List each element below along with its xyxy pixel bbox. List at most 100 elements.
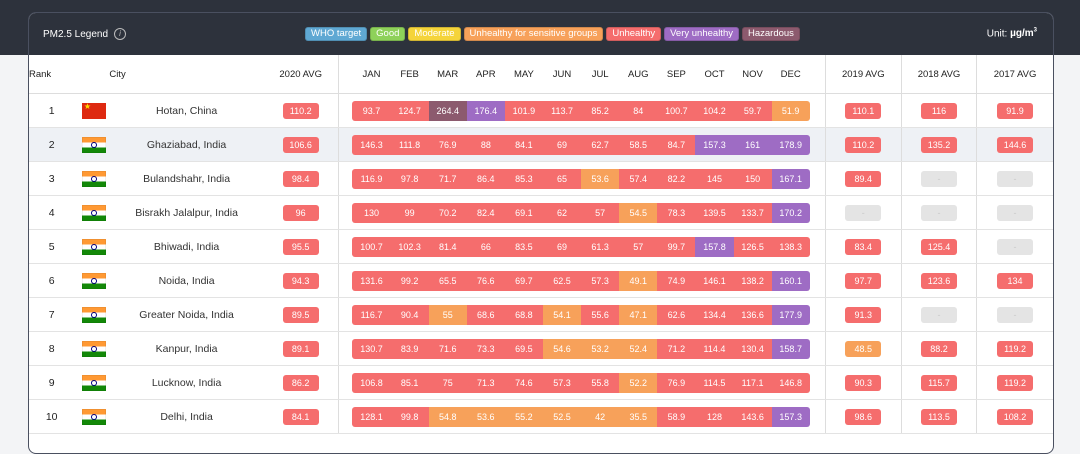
city-name[interactable]: Ghaziabad, India [109,127,264,162]
col-month-mar[interactable]: MAR [428,55,467,94]
table-row[interactable]: 9 Lucknow, India 86.2 106.8 85.1 75 71.3 74.6 57… [29,365,1053,400]
month-cell-oct: 114.4 [695,331,734,366]
legend-chip-moderate[interactable]: Moderate [408,27,461,41]
col-2020-avg[interactable]: 2020 AVG [263,55,339,94]
avg-2020-value-cell: 94.3 [263,263,339,298]
month-value: 58.5 [619,134,658,155]
avg-2020-value: 89.1 [282,340,319,357]
month-cell-mar: 71.6 [428,331,467,366]
city-name[interactable]: Bhiwadi, India [109,229,264,264]
col-month-jun[interactable]: JUN [542,55,582,94]
avg-2018-value: - [921,204,957,221]
col-city[interactable]: City [109,55,264,94]
month-cell-oct: 157.8 [695,229,734,264]
month-cell-jan: 116.9 [352,161,391,196]
flag-cell [74,331,110,366]
spacer [809,127,826,162]
avg-2018-value-cell: 123.6 [900,263,977,298]
month-value: 55.2 [504,406,543,427]
month-value: 57 [581,202,620,223]
col-month-apr[interactable]: APR [466,55,505,94]
col-month-nov[interactable]: NOV [733,55,772,94]
city-name[interactable]: Noida, India [109,263,264,298]
month-value: 114.4 [695,338,734,359]
col-rank[interactable]: Rank [29,55,75,94]
avg-2017-value: 108.2 [997,408,1034,425]
india-flag-icon [81,374,106,391]
avg-2020-value-cell: 89.1 [263,331,339,366]
month-value: 116.7 [352,304,391,325]
spacer [809,399,826,434]
month-cell-jul: 42 [581,399,620,434]
table-row[interactable]: 10 Delhi, India 84.1 128.1 99.8 54.8 53.6 55.2 5… [29,399,1053,434]
month-cell-feb: 90.4 [390,297,429,332]
table-row[interactable]: 8 Kanpur, India 89.1 130.7 83.9 71.6 73.3 69.5 5… [29,331,1053,366]
avg-2017-value: 134 [997,272,1034,289]
month-value: 74.6 [504,372,543,393]
col-month-aug[interactable]: AUG [619,55,658,94]
month-value: 69.7 [504,270,543,291]
legend-chip-good[interactable]: Good [370,27,406,41]
india-flag-icon [81,340,106,357]
city-name[interactable]: Kanpur, India [109,331,264,366]
month-cell-dec: 158.7 [771,331,810,366]
legend-chip-very-unhealthy[interactable]: Very unhealthy [664,27,739,41]
month-cell-sep: 100.7 [657,93,696,128]
month-cell-jul: 57.3 [581,263,620,298]
avg-2017-value-cell: 144.6 [976,127,1053,162]
city-name[interactable]: Lucknow, India [109,365,264,400]
col-2019-avg[interactable]: 2019 AVG [824,55,902,94]
month-value: 49.1 [619,270,658,291]
city-name[interactable]: Greater Noida, India [109,297,264,332]
legend-chip-unhealthy[interactable]: Unhealthy [606,27,662,41]
col-month-dec[interactable]: DEC [771,55,810,94]
col-2018-avg[interactable]: 2018 AVG [900,55,977,94]
month-cell-jul: 62.7 [581,127,620,162]
col-month-jul[interactable]: JUL [581,55,620,94]
table-row[interactable]: 3 Bulandshahr, India 98.4 116.9 97.8 71.7 86.4… [29,161,1053,196]
month-value: 143.6 [733,406,772,427]
col-month-may[interactable]: MAY [504,55,543,94]
table-row[interactable]: 7 Greater Noida, India 89.5 116.7 90.4 55 68.6… [29,297,1053,332]
table-row[interactable]: 4 Bisrakh Jalalpur, India 96 130 99 70.2 82.4 6… [29,195,1053,230]
avg-2020-value-cell: 84.1 [263,399,339,434]
avg-2020-value-cell: 110.2 [263,93,339,128]
month-value: 42 [581,406,620,427]
table-row[interactable]: 5 Bhiwadi, India 95.5 100.7 102.3 81.4 66 83.5 6… [29,229,1053,264]
col-month-feb[interactable]: FEB [390,55,429,94]
month-value: 62.6 [657,304,696,325]
table-row[interactable]: 2 Ghaziabad, India 106.6 146.3 111.8 76.9 88 84… [29,127,1053,162]
india-flag-icon [81,204,106,221]
month-cell-jan: 130 [352,195,391,230]
city-name[interactable]: Hotan, China [109,93,264,128]
legend-chip-who-target[interactable]: WHO target [305,27,368,41]
avg-2017-value-cell: 91.9 [976,93,1053,128]
flag-cell [74,229,110,264]
col-2017-avg[interactable]: 2017 AVG [976,55,1053,94]
avg-2020-value-cell: 106.6 [263,127,339,162]
month-value: 264.4 [428,100,467,121]
city-name[interactable]: Bisrakh Jalalpur, India [109,195,264,230]
legend-chip-hazardous[interactable]: Hazardous [741,27,800,41]
rank-number: 8 [29,331,75,366]
avg-2020-value-cell: 98.4 [263,161,339,196]
month-value: 157.3 [695,134,734,155]
rank-number: 7 [29,297,75,332]
legend-chip-unhealthy-for-sensitive-groups[interactable]: Unhealthy for sensitive groups [463,27,604,41]
month-value: 71.6 [428,338,467,359]
month-cell-nov: 136.6 [733,297,772,332]
col-month-sep[interactable]: SEP [657,55,696,94]
col-month-oct[interactable]: OCT [695,55,734,94]
city-name[interactable]: Delhi, India [109,399,264,434]
city-name[interactable]: Bulandshahr, India [109,161,264,196]
month-value: 54.8 [428,406,467,427]
month-value: 100.7 [657,100,696,121]
spacer [337,263,353,298]
table-row[interactable]: 1 Hotan, China 110.2 93.7124.7264.4176.4101… [29,93,1053,128]
table-row[interactable]: 6 Noida, India 94.3 131.6 99.2 65.5 76.6 69.7 62… [29,263,1053,298]
avg-2018-value-cell: 113.5 [900,399,977,434]
info-icon[interactable]: i [114,28,127,40]
col-month-jan[interactable]: JAN [352,55,391,94]
month-value: 71.7 [428,168,467,189]
month-value: 53.2 [581,338,620,359]
